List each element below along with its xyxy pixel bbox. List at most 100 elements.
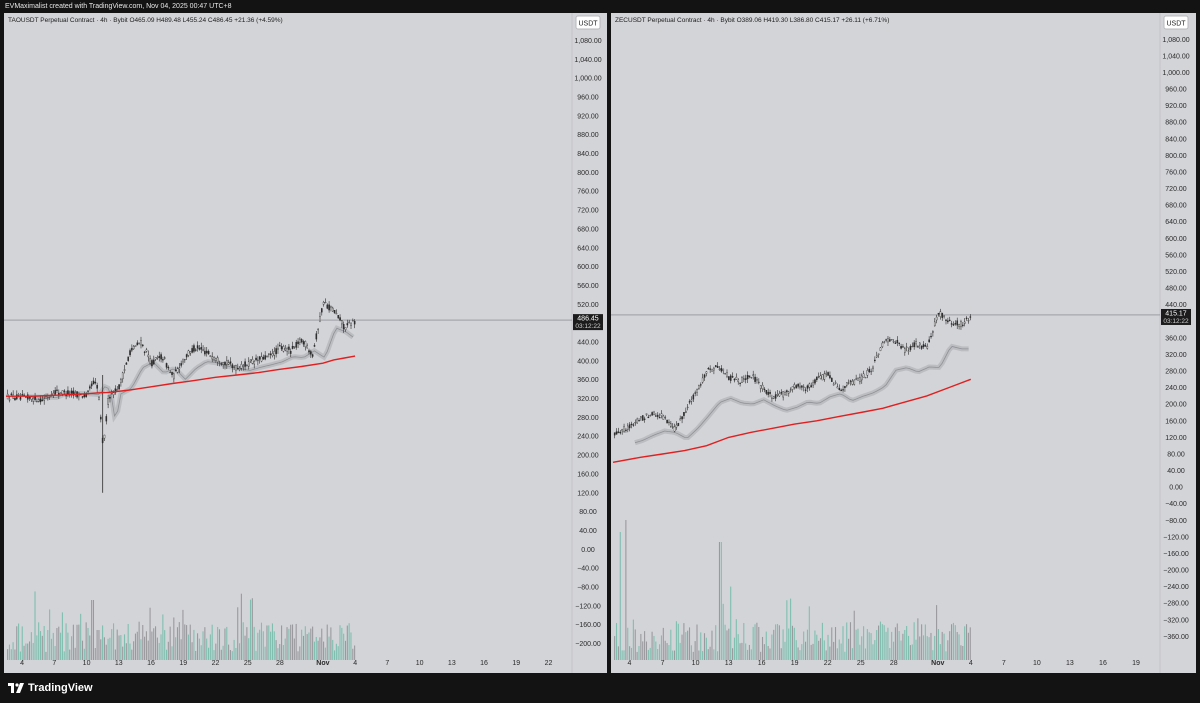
candle-body bbox=[171, 372, 173, 375]
volume-bar bbox=[299, 646, 301, 660]
volume-bar bbox=[193, 629, 195, 660]
candle-body bbox=[271, 353, 274, 356]
volume-bar bbox=[793, 627, 795, 660]
candle-body bbox=[791, 386, 794, 390]
volume-bar bbox=[952, 622, 954, 660]
volume-bar bbox=[144, 636, 146, 660]
candle-body bbox=[677, 423, 680, 426]
candle-body bbox=[244, 361, 246, 367]
candle-body bbox=[204, 350, 206, 355]
volume-bar bbox=[337, 646, 339, 660]
tao-chart-canvas[interactable]: USDT 1,080.00 1,040.00 1,000.00 960.00 920.00… bbox=[4, 13, 607, 673]
candle-body bbox=[61, 390, 64, 395]
volume-bar bbox=[696, 624, 698, 660]
volume-bar bbox=[346, 625, 348, 660]
candle-body bbox=[705, 371, 708, 374]
volume-bar bbox=[260, 622, 263, 660]
candle-body bbox=[892, 341, 895, 343]
candle-body bbox=[962, 324, 964, 326]
volume-bar bbox=[898, 631, 900, 660]
volume-bar bbox=[41, 635, 43, 660]
volume-bar bbox=[965, 624, 968, 660]
volume-bar bbox=[197, 633, 199, 660]
candle-body bbox=[793, 384, 796, 388]
candle-body bbox=[782, 391, 784, 398]
volume-bar bbox=[690, 645, 692, 660]
candle-body bbox=[739, 382, 741, 384]
x-tick-label: 25 bbox=[857, 660, 865, 667]
volume-bar bbox=[844, 651, 846, 660]
candle-body bbox=[690, 399, 693, 402]
volume-bar bbox=[228, 644, 230, 660]
volume-bar bbox=[171, 646, 173, 660]
volume-bar bbox=[270, 631, 272, 660]
candle-body bbox=[326, 304, 329, 309]
candle-body bbox=[213, 357, 215, 361]
candle-body bbox=[218, 362, 221, 364]
volume-bar bbox=[131, 649, 133, 660]
volume-bar bbox=[319, 637, 321, 660]
chart-panel-tao[interactable]: USDT 1,080.00 1,040.00 1,000.00 960.00 920.00… bbox=[4, 13, 607, 673]
volume-bar bbox=[91, 600, 93, 660]
volume-bar bbox=[629, 646, 631, 660]
last-price-box bbox=[1161, 308, 1191, 325]
candle-body bbox=[70, 390, 73, 394]
volume-bar bbox=[167, 641, 169, 660]
volume-bar bbox=[969, 627, 971, 660]
candle-body bbox=[666, 419, 668, 424]
volume-series bbox=[614, 520, 971, 660]
volume-bar bbox=[242, 622, 244, 660]
x-tick-label: 13 bbox=[115, 660, 123, 667]
volume-bar bbox=[202, 631, 204, 660]
x-tick-label: 7 bbox=[661, 660, 665, 667]
chart-panel-zec[interactable]: USDT 1,080.00 1,040.00 1,000.00 960.00 920.00… bbox=[611, 13, 1196, 673]
volume-bar bbox=[72, 624, 74, 660]
volume-bar bbox=[96, 630, 98, 660]
volume-bar bbox=[831, 627, 833, 660]
tradingview-logo[interactable]: TradingView bbox=[8, 682, 93, 694]
candle-body bbox=[911, 345, 914, 348]
y-tick-label: 760.00 bbox=[1165, 169, 1187, 176]
volume-bar bbox=[125, 643, 127, 660]
candle-body bbox=[100, 416, 102, 420]
volume-bar bbox=[806, 629, 808, 660]
candle-body bbox=[718, 368, 721, 370]
candle-body bbox=[821, 374, 824, 381]
volume-bar bbox=[791, 625, 794, 660]
volume-bar bbox=[760, 651, 762, 660]
volume-bar bbox=[50, 638, 53, 660]
price-series bbox=[613, 308, 972, 439]
candle-body bbox=[825, 372, 828, 375]
candle-body bbox=[253, 361, 256, 365]
volume-bar bbox=[310, 628, 312, 660]
y-tick-label: 560.00 bbox=[1165, 252, 1187, 259]
volume-bar bbox=[627, 627, 629, 660]
volume-bar bbox=[25, 643, 27, 660]
candle-body bbox=[907, 350, 910, 352]
x-tick-label: 10 bbox=[692, 660, 700, 667]
candle-body bbox=[896, 339, 899, 343]
candle-body bbox=[874, 359, 876, 362]
tao-symbol-title: TAOUSDT Perpetual Contract · 4h · Bybit … bbox=[8, 17, 283, 24]
candle-body bbox=[784, 391, 786, 396]
candle-body bbox=[246, 365, 248, 367]
volume-bar bbox=[713, 649, 715, 660]
candle-body bbox=[227, 362, 230, 365]
candle-body bbox=[774, 394, 777, 399]
volume-bar bbox=[879, 621, 881, 660]
y-tick-label: 800.00 bbox=[1165, 153, 1187, 160]
candle-body bbox=[21, 394, 24, 396]
volume-bar bbox=[151, 631, 153, 660]
volume-bar bbox=[312, 626, 314, 660]
volume-bar bbox=[673, 650, 676, 660]
candle-body bbox=[118, 384, 120, 390]
volume-bar bbox=[960, 645, 962, 660]
candle-body bbox=[178, 367, 181, 370]
zec-chart-canvas[interactable]: USDT 1,080.00 1,040.00 1,000.00 960.00 920.00… bbox=[611, 13, 1196, 673]
volume-bar bbox=[814, 630, 816, 660]
candle-body bbox=[123, 369, 126, 371]
volume-bar bbox=[333, 650, 336, 660]
volume-bar bbox=[52, 632, 54, 660]
y-tick-label: 120.00 bbox=[577, 490, 599, 497]
